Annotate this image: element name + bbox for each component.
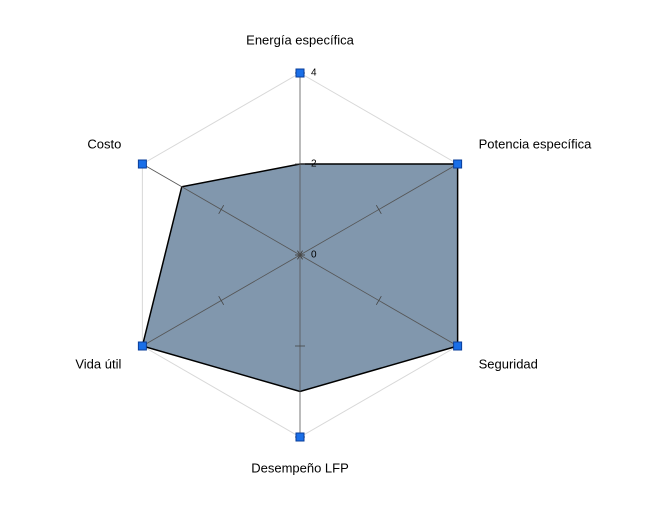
tick-mark xyxy=(218,204,225,215)
axis-end-marker xyxy=(295,432,305,442)
y-tick-label: 0 xyxy=(311,250,317,261)
category-label: Costo xyxy=(87,136,121,151)
y-tick-label: 4 xyxy=(311,68,317,79)
axis-end-marker xyxy=(453,159,463,169)
axis-end-marker xyxy=(295,68,305,78)
tick-mark xyxy=(218,295,225,306)
category-label: Potencia específica xyxy=(479,136,593,151)
tick-mark xyxy=(297,250,303,260)
category-label: Desempeño LFP xyxy=(251,460,349,475)
category-label: Vida útil xyxy=(75,356,121,371)
tick-mark xyxy=(375,204,382,215)
axis-end-marker xyxy=(137,159,147,169)
axis-end-marker xyxy=(453,341,463,351)
axis-end-marker xyxy=(137,341,147,351)
y-tick-label: 2 xyxy=(311,159,317,170)
category-label: Seguridad xyxy=(479,356,538,371)
tick-mark xyxy=(375,295,382,306)
category-label: Energía específica xyxy=(246,32,354,47)
